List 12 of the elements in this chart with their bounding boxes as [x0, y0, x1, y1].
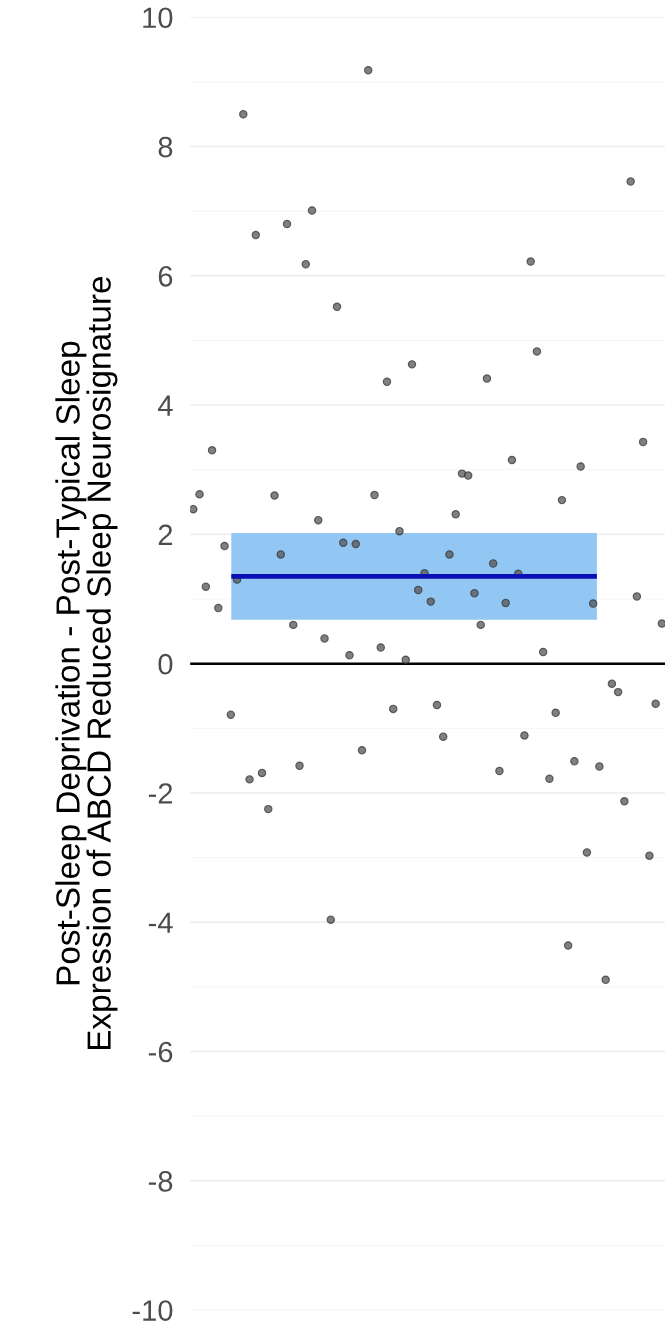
y-tick-label: -2	[148, 783, 173, 804]
y-tick-label: 8	[158, 136, 173, 158]
y-tick-label: -10	[132, 1300, 173, 1321]
y-tick-label: 10	[143, 7, 173, 29]
y-tick-label: 4	[157, 395, 173, 416]
y-tick-label: -4	[148, 912, 173, 933]
y-tick-label: 0	[158, 653, 173, 675]
y-tick-label: -8	[148, 1171, 173, 1192]
y-tick-label: 2	[158, 524, 173, 545]
y-tick-label: -6	[148, 1041, 173, 1063]
y-tick-label: 6	[158, 266, 173, 287]
y-axis-title: Post-Sleep Deprivation - Post-Typical Sleep Expression of ABCD Reduced Sleep Neurosignature	[55, 276, 118, 1050]
